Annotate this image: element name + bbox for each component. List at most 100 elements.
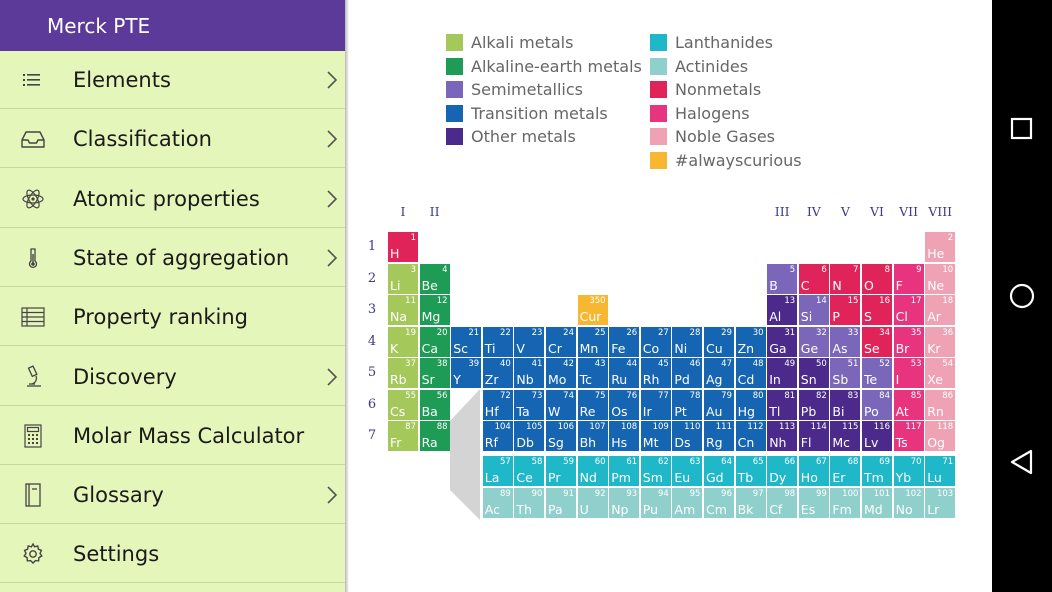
- menu-item-state-of-aggregation[interactable]: State of aggregation: [0, 229, 345, 287]
- element-tile-v[interactable]: 23 V: [514, 326, 545, 357]
- element-tile-li[interactable]: 3 Li: [388, 263, 418, 294]
- element-tile-k[interactable]: 19 K: [388, 326, 418, 357]
- element-tile-tb[interactable]: 65 Tb: [735, 456, 766, 486]
- menu-item-settings[interactable]: Settings: [0, 525, 345, 584]
- menu-item-atomic-properties[interactable]: Atomic properties: [0, 170, 345, 228]
- element-tile-kr[interactable]: 36 Kr: [925, 326, 956, 357]
- element-tile-au[interactable]: 79 Au: [704, 389, 734, 420]
- home-button[interactable]: [992, 266, 1052, 326]
- element-tile-cn[interactable]: 112 Cn: [735, 421, 766, 451]
- element-tile-cm[interactable]: 96 Cm: [704, 487, 734, 518]
- element-tile-pt[interactable]: 78 Pt: [672, 389, 703, 420]
- element-tile-al[interactable]: 13 Al: [767, 295, 798, 325]
- element-tile-y[interactable]: 39 Y: [451, 358, 482, 388]
- element-tile-lv[interactable]: 116 Lv: [862, 421, 892, 451]
- element-tile-og[interactable]: 118 Og: [925, 421, 956, 451]
- element-tile-ge[interactable]: 32 Ge: [798, 326, 829, 357]
- element-tile-ni[interactable]: 28 Ni: [672, 326, 703, 357]
- element-tile-i[interactable]: 53 I: [893, 358, 924, 388]
- element-tile-bh[interactable]: 107 Bh: [577, 421, 608, 451]
- element-tile-mg[interactable]: 12 Mg: [419, 295, 450, 325]
- element-tile-pb[interactable]: 82 Pb: [798, 389, 829, 420]
- element-tile-tc[interactable]: 43 Tc: [577, 358, 608, 388]
- element-tile-co[interactable]: 27 Co: [640, 326, 671, 357]
- element-tile-zn[interactable]: 30 Zn: [735, 326, 766, 357]
- element-tile-hs[interactable]: 108 Hs: [609, 421, 640, 451]
- element-tile-si[interactable]: 14 Si: [798, 295, 829, 325]
- element-tile-ru[interactable]: 44 Ru: [609, 358, 640, 388]
- element-tile-ba[interactable]: 56 Ba: [419, 389, 450, 420]
- element-tile-rg[interactable]: 111 Rg: [704, 421, 734, 451]
- element-tile-w[interactable]: 74 W: [546, 389, 576, 420]
- element-tile-pu[interactable]: 94 Pu: [640, 487, 671, 518]
- element-tile-nb[interactable]: 41 Nb: [514, 358, 545, 388]
- element-tile-fl[interactable]: 114 Fl: [798, 421, 829, 451]
- element-tile-os[interactable]: 76 Os: [609, 389, 640, 420]
- menu-item-classification[interactable]: Classification: [0, 110, 345, 169]
- element-tile-dy[interactable]: 66 Dy: [767, 456, 798, 486]
- element-tile-np[interactable]: 93 Np: [609, 487, 640, 518]
- element-tile-am[interactable]: 95 Am: [672, 487, 703, 518]
- element-tile-cr[interactable]: 24 Cr: [546, 326, 576, 357]
- element-tile-cur[interactable]: 350 Cur: [577, 295, 608, 325]
- element-tile-ac[interactable]: 89 Ac: [482, 487, 513, 518]
- element-tile-sm[interactable]: 62 Sm: [640, 456, 671, 486]
- element-tile-pr[interactable]: 59 Pr: [546, 456, 576, 486]
- menu-item-elements[interactable]: Elements: [0, 51, 345, 109]
- element-tile-p[interactable]: 15 P: [830, 295, 861, 325]
- element-tile-db[interactable]: 105 Db: [514, 421, 545, 451]
- element-tile-sr[interactable]: 38 Sr: [419, 358, 450, 388]
- element-tile-he[interactable]: 2 He: [925, 232, 956, 262]
- recents-button[interactable]: [992, 99, 1052, 159]
- element-tile-ta[interactable]: 73 Ta: [514, 389, 545, 420]
- menu-item-glossary[interactable]: Glossary: [0, 466, 345, 525]
- element-tile-cl[interactable]: 17 Cl: [893, 295, 924, 325]
- element-tile-ce[interactable]: 58 Ce: [514, 456, 545, 486]
- back-button[interactable]: [992, 432, 1052, 492]
- element-tile-eu[interactable]: 63 Eu: [672, 456, 703, 486]
- element-tile-nd[interactable]: 60 Nd: [577, 456, 608, 486]
- element-tile-cu[interactable]: 29 Cu: [704, 326, 734, 357]
- element-tile-u[interactable]: 92 U: [577, 487, 608, 518]
- element-tile-at[interactable]: 85 At: [893, 389, 924, 420]
- element-tile-cs[interactable]: 55 Cs: [388, 389, 418, 420]
- element-tile-mo[interactable]: 42 Mo: [546, 358, 576, 388]
- element-tile-mc[interactable]: 115 Mc: [830, 421, 861, 451]
- element-tile-rf[interactable]: 104 Rf: [482, 421, 513, 451]
- element-tile-yb[interactable]: 70 Yb: [893, 456, 924, 486]
- element-tile-xe[interactable]: 54 Xe: [925, 358, 956, 388]
- element-tile-md[interactable]: 101 Md: [862, 487, 892, 518]
- element-tile-as[interactable]: 33 As: [830, 326, 861, 357]
- element-tile-pd[interactable]: 46 Pd: [672, 358, 703, 388]
- element-tile-fr[interactable]: 87 Fr: [388, 421, 418, 451]
- element-tile-hg[interactable]: 80 Hg: [735, 389, 766, 420]
- element-tile-s[interactable]: 16 S: [862, 295, 892, 325]
- element-tile-te[interactable]: 52 Te: [862, 358, 892, 388]
- element-tile-mn[interactable]: 25 Mn: [577, 326, 608, 357]
- element-tile-bi[interactable]: 83 Bi: [830, 389, 861, 420]
- element-tile-na[interactable]: 11 Na: [388, 295, 418, 325]
- element-tile-lu[interactable]: 71 Lu: [925, 456, 956, 486]
- element-tile-no[interactable]: 102 No: [893, 487, 924, 518]
- element-tile-rn[interactable]: 86 Rn: [925, 389, 956, 420]
- element-tile-lr[interactable]: 103 Lr: [925, 487, 956, 518]
- element-tile-fe[interactable]: 26 Fe: [609, 326, 640, 357]
- menu-item-property-ranking[interactable]: Property ranking: [0, 288, 345, 347]
- element-tile-ho[interactable]: 67 Ho: [798, 456, 829, 486]
- element-tile-sb[interactable]: 51 Sb: [830, 358, 861, 388]
- element-tile-zr[interactable]: 40 Zr: [482, 358, 513, 388]
- element-tile-ti[interactable]: 22 Ti: [482, 326, 513, 357]
- element-tile-se[interactable]: 34 Se: [862, 326, 892, 357]
- element-tile-la[interactable]: 57 La: [482, 456, 513, 486]
- element-tile-ca[interactable]: 20 Ca: [419, 326, 450, 357]
- element-tile-cd[interactable]: 48 Cd: [735, 358, 766, 388]
- element-tile-po[interactable]: 84 Po: [862, 389, 892, 420]
- element-tile-ra[interactable]: 88 Ra: [419, 421, 450, 451]
- element-tile-es[interactable]: 99 Es: [798, 487, 829, 518]
- element-tile-ar[interactable]: 18 Ar: [925, 295, 956, 325]
